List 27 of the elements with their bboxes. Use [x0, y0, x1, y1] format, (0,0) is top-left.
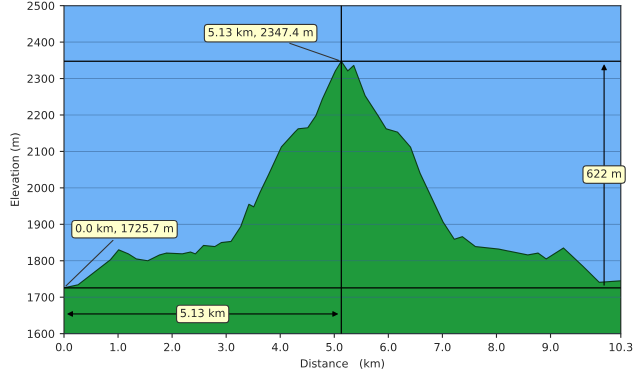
- x-tick-label: 4.0: [272, 342, 288, 352]
- x-tick-label: 6.0: [380, 342, 396, 352]
- annotation: 0.0 km, 1725.7 m: [76, 224, 173, 234]
- x-tick-label: 1.0: [110, 342, 126, 352]
- x-tick-label: 7.0: [434, 342, 451, 352]
- annotation: 5.13 km: [180, 308, 224, 318]
- x-tick-label: 9.0: [542, 342, 559, 352]
- y-tick-label: 1600: [28, 330, 54, 338]
- annotation: 5.13 km, 2347.4 m: [208, 28, 313, 38]
- x-tick-label: 5.0: [326, 342, 342, 352]
- x-tick-label: 8.0: [488, 342, 505, 352]
- annotation: 622 m: [587, 169, 621, 178]
- x-tick-label: 2.0: [164, 342, 180, 352]
- x-tick-label: 10.3: [610, 342, 632, 352]
- y-tick-label: 1700: [28, 293, 54, 302]
- y-tick-label: 2000: [28, 184, 54, 192]
- y-tick-label: 2500: [28, 2, 54, 10]
- x-tick-label: 0.0: [56, 342, 72, 352]
- x-tick-label: 3.0: [218, 342, 234, 352]
- y-tick-label: 2300: [28, 74, 54, 83]
- y-tick-label: 2100: [28, 147, 54, 156]
- y-tick-label: 1800: [28, 256, 54, 266]
- y-tick-label: 2200: [28, 110, 54, 120]
- x-axis-title: Distance (km): [300, 358, 384, 369]
- y-tick-label: 1900: [28, 220, 54, 229]
- y-tick-label: 2400: [28, 38, 54, 46]
- y-axis-title: Elevation (m): [10, 133, 20, 206]
